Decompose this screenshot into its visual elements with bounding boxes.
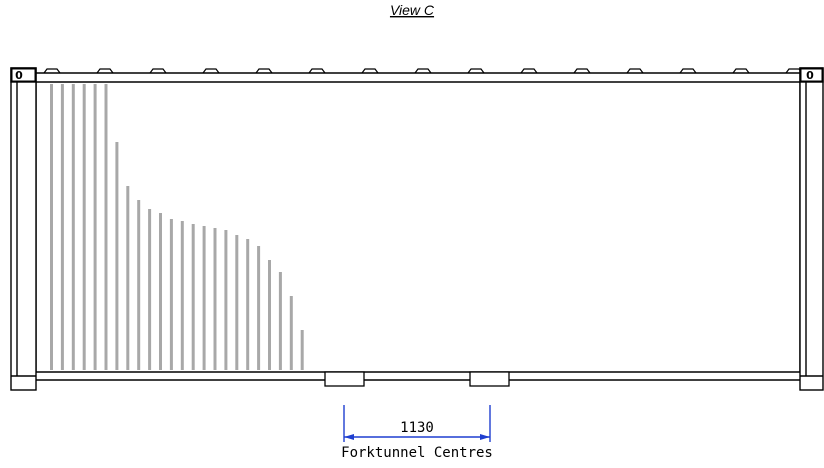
top-rail: [36, 72, 800, 83]
corrugation-rib: [300, 330, 304, 370]
right-corner-post: [799, 67, 824, 391]
corrugation-rib: [224, 230, 228, 370]
dimension-arrows: [344, 434, 490, 440]
right-corner-post-label: 0: [806, 69, 814, 82]
corrugation-rib: [191, 224, 195, 370]
roof-bump: [679, 68, 697, 74]
roof-bump: [308, 68, 326, 74]
wall-corrugation-ribs: [50, 84, 304, 370]
corrugation-rib: [60, 84, 64, 370]
roof-bump: [414, 68, 432, 74]
roof-bump: [732, 68, 750, 74]
left-corner-casting: 0: [11, 68, 36, 82]
right-corner-casting: 0: [800, 68, 823, 82]
corrugation-rib: [71, 84, 75, 370]
corrugation-rib: [202, 226, 206, 370]
corrugation-rib: [289, 296, 293, 370]
dimension-value: 1130: [400, 420, 434, 436]
fork-tunnel-left: [324, 371, 365, 387]
corrugation-rib: [235, 235, 239, 370]
corrugation-rib: [268, 260, 271, 370]
corrugation-rib: [50, 84, 53, 370]
corrugation-rib: [169, 219, 173, 370]
roof-bump: [467, 68, 485, 74]
corrugation-rib: [82, 84, 86, 370]
dimension-line-group: [343, 405, 491, 442]
roof-bump: [202, 68, 220, 74]
roof-bump: [255, 68, 273, 74]
roof-corrugation-bumps: [43, 68, 803, 74]
corrugation-rib: [257, 246, 261, 370]
roof-bump: [626, 68, 644, 74]
roof-bump: [573, 68, 591, 74]
left-corner-post-label: 0: [15, 69, 23, 82]
corrugation-rib: [213, 228, 217, 370]
roof-bump: [43, 68, 61, 74]
dimension-caption: Forktunnel Centres: [341, 445, 493, 461]
corrugation-rib: [126, 186, 130, 370]
view-title: View C: [390, 2, 435, 18]
corrugation-rib: [180, 221, 184, 370]
left-corner-post: [10, 67, 37, 391]
fork-tunnel-right: [469, 371, 510, 387]
bottom-rail: [36, 371, 800, 381]
dimension-arrow-right: [480, 434, 490, 440]
corrugation-rib: [159, 213, 162, 370]
corrugation-rib: [246, 239, 250, 370]
roof-bump: [361, 68, 379, 74]
corrugation-rib: [115, 142, 119, 370]
corrugation-rib: [104, 84, 108, 370]
corrugation-rib: [93, 84, 97, 370]
roof-bump: [149, 68, 167, 74]
corrugation-rib: [278, 272, 282, 370]
corrugation-rib: [148, 209, 152, 370]
roof-bump: [96, 68, 114, 74]
dimension-arrow-left: [344, 434, 354, 440]
corrugation-rib: [137, 200, 141, 370]
roof-bump: [520, 68, 538, 74]
